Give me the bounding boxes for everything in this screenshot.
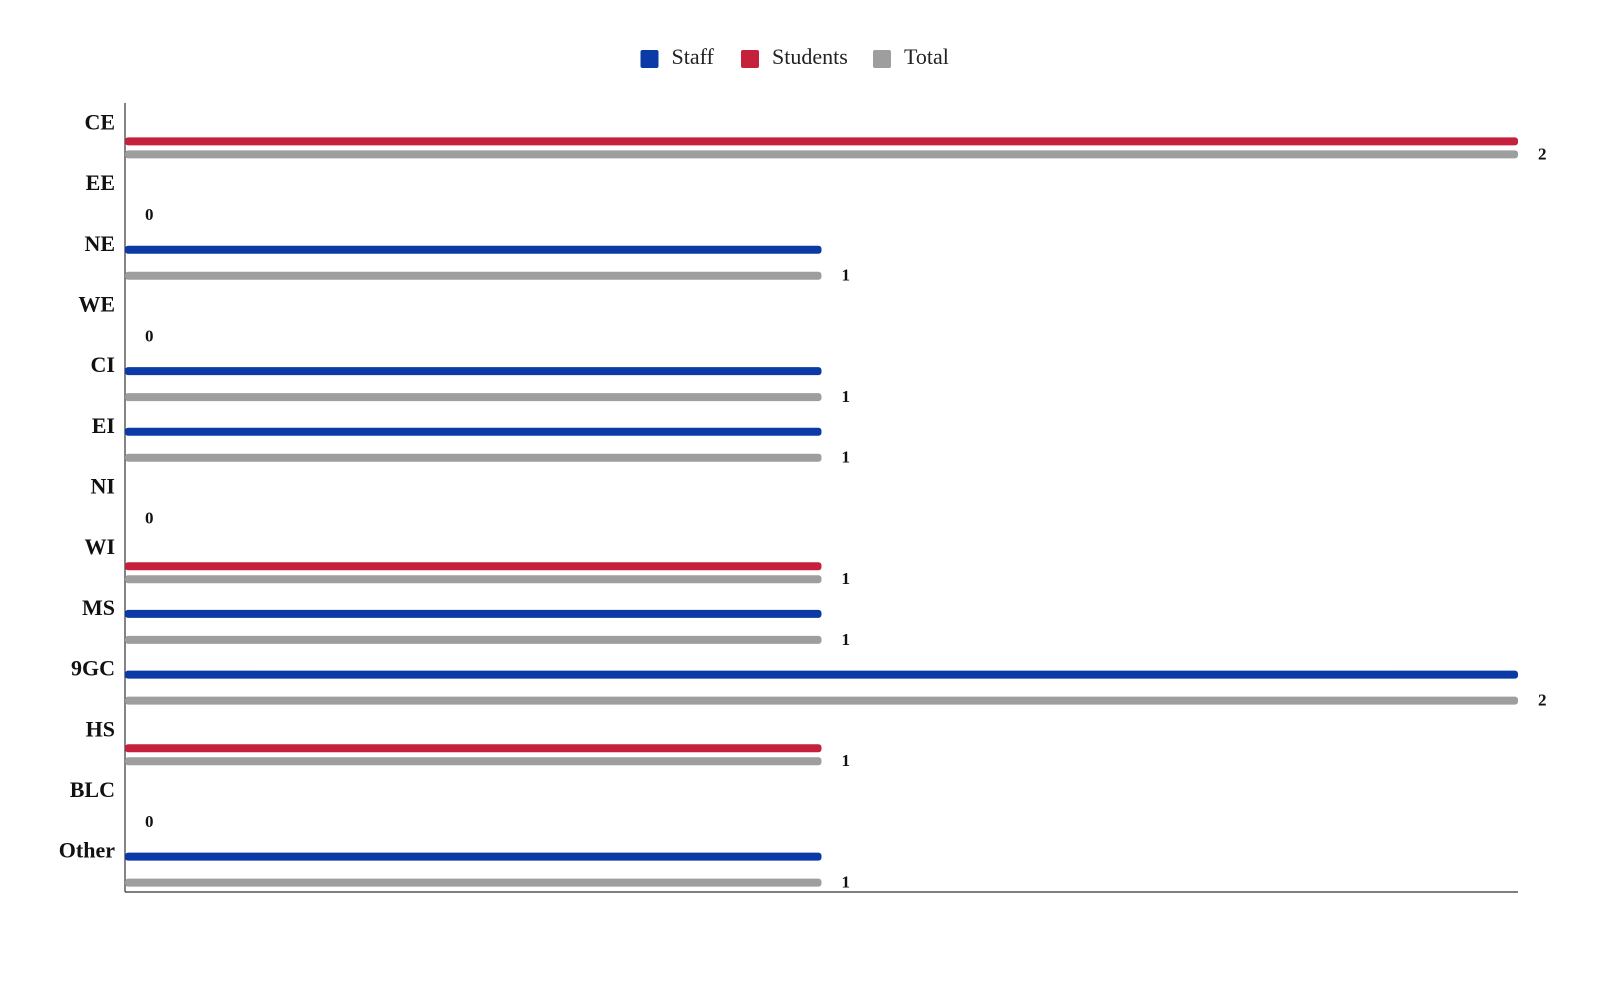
category-label: CI: [91, 352, 115, 377]
bar: [125, 367, 822, 376]
category-label: 9GC: [71, 656, 115, 681]
category-label: NI: [91, 474, 115, 499]
bar: [125, 670, 1518, 679]
bar: [125, 137, 1518, 146]
value-label: 1: [842, 448, 851, 467]
category-label: NE: [84, 231, 115, 256]
bar: [125, 245, 822, 254]
bar: [125, 453, 822, 462]
legend-label: Students: [772, 44, 848, 69]
legend-swatch: [640, 50, 659, 68]
category-label: EI: [92, 413, 115, 438]
bar: [125, 744, 822, 753]
legend-label: Staff: [672, 44, 715, 69]
category-label: WI: [84, 534, 115, 559]
bar: [125, 878, 822, 887]
legend-swatch: [873, 50, 891, 68]
category-label: CE: [84, 109, 115, 134]
value-label: 2: [1538, 690, 1547, 709]
legend-swatch: [741, 50, 759, 68]
value-label: 0: [145, 508, 154, 527]
bar: [125, 609, 822, 618]
bar: [125, 393, 822, 402]
value-label: 1: [842, 630, 851, 649]
value-label: 0: [145, 205, 154, 224]
value-label: 1: [842, 751, 851, 770]
category-label: HS: [86, 716, 115, 741]
bar: [125, 427, 822, 436]
legend-label: Total: [904, 44, 949, 69]
bar: [125, 562, 822, 571]
bar: [125, 757, 822, 766]
value-label: 0: [145, 812, 154, 831]
value-label: 0: [145, 326, 154, 345]
bar: [125, 696, 1518, 705]
bar: [125, 271, 822, 280]
value-label: 1: [842, 873, 851, 892]
value-label: 2: [1538, 144, 1547, 163]
bar: [125, 852, 822, 861]
bar: [125, 575, 822, 584]
category-label: EE: [86, 170, 115, 195]
value-label: 1: [842, 266, 851, 285]
category-label: MS: [82, 595, 115, 620]
category-label: WE: [78, 291, 115, 316]
bar: [125, 150, 1518, 159]
value-label: 1: [842, 569, 851, 588]
category-label: Other: [59, 838, 115, 863]
bar: [125, 635, 822, 644]
category-label: BLC: [70, 777, 115, 802]
value-label: 1: [842, 387, 851, 406]
